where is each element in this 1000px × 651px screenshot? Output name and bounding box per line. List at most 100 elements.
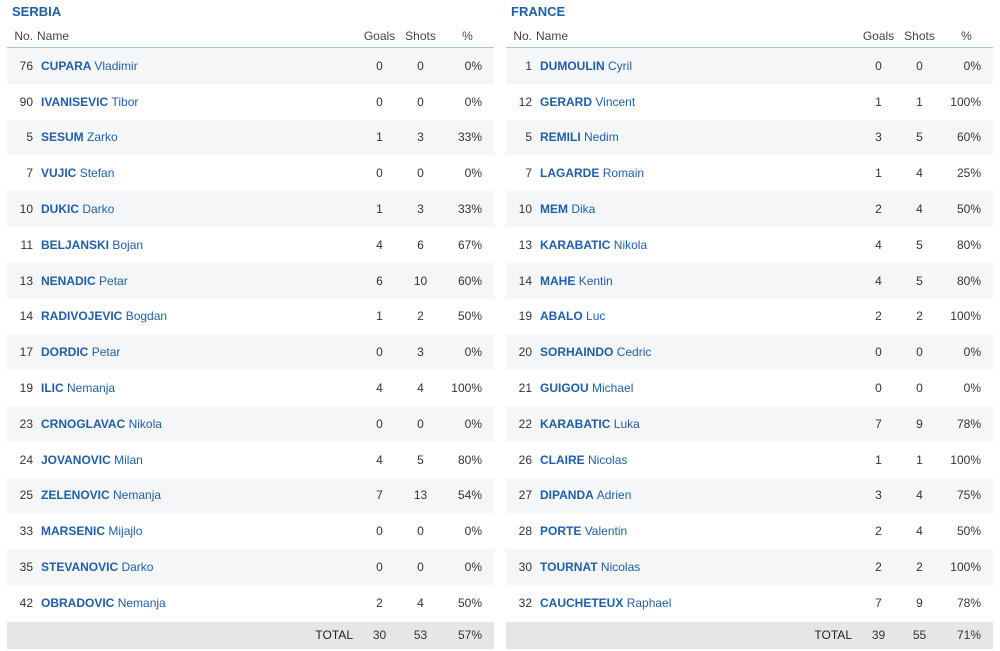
player-row: 19 ABALO Luc 2 2 100% <box>506 298 993 335</box>
player-percent: 0% <box>464 524 482 539</box>
player-goals: 6 <box>376 273 383 288</box>
player-name-link[interactable]: CLAIRE Nicolas <box>536 453 858 467</box>
player-shots: 0 <box>417 94 424 109</box>
player-row: 10 MEM Dika 2 4 50% <box>506 191 993 227</box>
player-name-link[interactable]: ZELENOVIC Nemanja <box>37 488 359 502</box>
player-name-link[interactable]: JOVANOVIC Milan <box>37 453 359 467</box>
player-percent: 78% <box>956 416 981 431</box>
player-goals: 7 <box>376 488 383 503</box>
player-name-link[interactable]: MAHE Kentin <box>536 274 858 288</box>
player-name-link[interactable]: OBRADOVIC Nemanja <box>37 596 359 610</box>
player-name-link[interactable]: TOURNAT Nicolas <box>536 560 858 574</box>
player-shots: 5 <box>916 237 923 252</box>
player-name-link[interactable]: REMILI Nedim <box>536 130 858 144</box>
player-number: 23 <box>19 416 33 431</box>
player-shots: 1 <box>916 452 923 467</box>
player-first-name: Bojan <box>112 237 144 252</box>
total-shots: 53 <box>413 628 428 643</box>
player-percent: 0% <box>963 381 981 396</box>
player-first-name: Nicolas <box>588 452 628 467</box>
player-name-link[interactable]: GUIGOU Michael <box>536 381 858 395</box>
player-row: 5 SESUM Zarko 1 3 33% <box>7 119 494 156</box>
player-last-name: VUJIC <box>41 166 77 181</box>
player-goals: 0 <box>376 166 383 181</box>
total-shots: 55 <box>912 628 927 643</box>
player-number: 13 <box>518 237 532 252</box>
player-goals: 4 <box>875 273 882 288</box>
player-percent: 67% <box>457 237 482 252</box>
header-goals: Goals <box>363 29 396 43</box>
player-last-name: RADIVOJEVIC <box>41 309 123 324</box>
player-row: 30 TOURNAT Nicolas 2 2 100% <box>506 549 993 585</box>
player-name-link[interactable]: ABALO Luc <box>536 309 858 323</box>
player-percent: 100% <box>950 452 981 467</box>
player-name-link[interactable]: SESUM Zarko <box>37 130 359 144</box>
player-goals: 1 <box>376 309 383 324</box>
player-shots: 4 <box>916 166 923 181</box>
player-first-name: Milan <box>114 452 143 467</box>
player-number: 17 <box>19 345 33 360</box>
player-last-name: TOURNAT <box>540 560 598 575</box>
player-number: 35 <box>19 560 33 575</box>
player-number: 26 <box>518 452 532 467</box>
player-row: 33 MARSENIC Mijajlo 0 0 0% <box>7 513 494 550</box>
player-last-name: ZELENOVIC <box>41 488 110 503</box>
player-percent: 50% <box>956 202 981 217</box>
player-name-link[interactable]: CRNOGLAVAC Nikola <box>37 417 359 431</box>
player-name-link[interactable]: ILIC Nemanja <box>37 381 359 395</box>
player-goals: 1 <box>875 166 882 181</box>
player-name-link[interactable]: IVANISEVIC Tibor <box>37 95 359 109</box>
player-first-name: Kentin <box>578 273 613 288</box>
player-last-name: ILIC <box>41 381 64 396</box>
player-shots: 2 <box>916 309 923 324</box>
player-first-name: Luka <box>613 416 640 431</box>
player-name-link[interactable]: LAGARDE Romain <box>536 166 858 180</box>
player-name-link[interactable]: CUPARA Vladimir <box>37 59 359 73</box>
player-last-name: DUMOULIN <box>540 58 605 73</box>
player-name-link[interactable]: STEVANOVIC Darko <box>37 560 359 574</box>
player-first-name: Nikola <box>613 237 648 252</box>
player-last-name: MAHE <box>540 273 576 288</box>
player-name-link[interactable]: PORTE Valentin <box>536 524 858 538</box>
player-goals: 0 <box>376 524 383 539</box>
player-name-link[interactable]: GERARD Vincent <box>536 95 858 109</box>
total-goals: 30 <box>372 628 387 643</box>
player-last-name: PORTE <box>540 524 582 539</box>
player-name-link[interactable]: RADIVOJEVIC Bogdan <box>37 309 359 323</box>
player-goals: 7 <box>875 595 882 610</box>
player-name-link[interactable]: DORDIC Petar <box>37 345 359 359</box>
total-row: TOTAL 30 53 57% <box>7 621 494 649</box>
total-percent: 71% <box>956 628 981 643</box>
player-goals: 0 <box>376 560 383 575</box>
player-name-link[interactable]: NENADIC Petar <box>37 274 359 288</box>
player-shots: 3 <box>417 202 424 217</box>
player-name-link[interactable]: DIPANDA Adrien <box>536 488 858 502</box>
player-name-link[interactable]: VUJIC Stefan <box>37 166 359 180</box>
player-name-link[interactable]: KARABATIC Luka <box>536 417 858 431</box>
player-name-link[interactable]: SORHAINDO Cedric <box>536 345 858 359</box>
player-first-name: Cyril <box>608 58 633 73</box>
player-shots: 2 <box>417 309 424 324</box>
player-name-link[interactable]: DUMOULIN Cyril <box>536 59 858 73</box>
team-name[interactable]: SERBIA <box>12 4 62 19</box>
player-goals: 7 <box>875 416 882 431</box>
player-goals: 1 <box>376 130 383 145</box>
player-first-name: Bogdan <box>125 309 168 324</box>
team-table-france: FRANCE No. Name Goals Shots% 1 DUMOULIN Cyril 0… <box>506 0 993 649</box>
player-name-link[interactable]: BELJANSKI Bojan <box>37 238 359 252</box>
player-number: 5 <box>525 130 532 145</box>
player-shots: 5 <box>916 130 923 145</box>
player-last-name: KARABATIC <box>540 416 611 431</box>
player-percent: 0% <box>464 94 482 109</box>
player-name-link[interactable]: DUKIC Darko <box>37 202 359 216</box>
player-name-link[interactable]: MARSENIC Mijajlo <box>37 524 359 538</box>
player-name-link[interactable]: CAUCHETEUX Raphael <box>536 596 858 610</box>
player-number: 5 <box>26 130 33 145</box>
team-name[interactable]: FRANCE <box>511 4 566 19</box>
player-percent: 0% <box>963 345 981 360</box>
player-name-link[interactable]: MEM Dika <box>536 202 858 216</box>
player-percent: 100% <box>950 560 981 575</box>
player-name-link[interactable]: KARABATIC Nikola <box>536 238 858 252</box>
player-first-name: Tibor <box>111 94 139 109</box>
player-first-name: Romain <box>602 166 645 181</box>
